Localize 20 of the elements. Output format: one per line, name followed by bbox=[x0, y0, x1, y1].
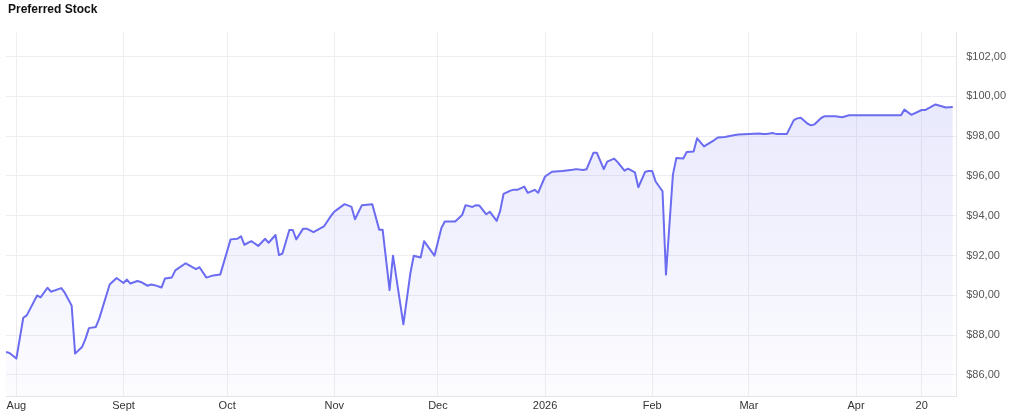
y-tick-label: $92,00 bbox=[966, 248, 1000, 261]
y-tick-label: $86,00 bbox=[966, 367, 1000, 380]
y-tick-label: $88,00 bbox=[966, 328, 1000, 341]
x-tick-label: Apr bbox=[847, 399, 865, 412]
y-tick-label: $102,00 bbox=[966, 49, 1006, 62]
y-tick-label: $98,00 bbox=[966, 129, 1000, 142]
x-tick-label: 20 bbox=[915, 399, 928, 412]
x-tick-label: Mar bbox=[739, 399, 759, 412]
x-tick-label: Nov bbox=[324, 399, 345, 412]
x-tick-label: Oct bbox=[218, 399, 236, 412]
x-tick-label: Dec bbox=[428, 399, 449, 412]
x-tick-label: Aug bbox=[6, 399, 27, 412]
x-tick-label: Sept bbox=[112, 399, 135, 412]
x-tick-label: 2026 bbox=[532, 399, 558, 412]
x-tick-label: Feb bbox=[642, 399, 662, 412]
y-tick-label: $100,00 bbox=[966, 89, 1006, 102]
chart-title: Preferred Stock bbox=[8, 2, 98, 16]
y-tick-label: $90,00 bbox=[966, 288, 1000, 301]
y-tick-label: $94,00 bbox=[966, 208, 1000, 221]
y-tick-label: $96,00 bbox=[966, 168, 1000, 181]
